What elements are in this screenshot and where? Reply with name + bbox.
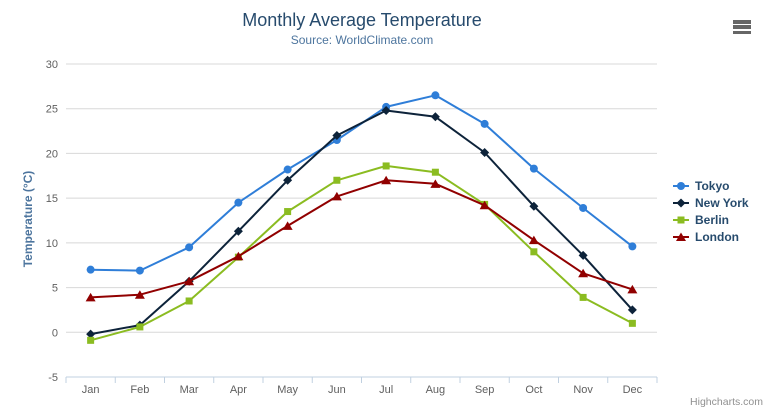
data-point-marker[interactable]: [185, 243, 194, 252]
legend: Tokyo New York Berlin London: [672, 177, 749, 245]
data-point-marker[interactable]: [431, 168, 439, 176]
x-axis-label: Jul: [379, 384, 393, 396]
data-point-marker[interactable]: [136, 323, 144, 331]
series-line: [89, 179, 634, 299]
data-point-marker[interactable]: [282, 221, 293, 230]
data-point-marker[interactable]: [85, 292, 96, 302]
data-point-marker[interactable]: [331, 191, 342, 201]
legend-item-new-york[interactable]: New York: [672, 194, 749, 211]
x-axis-label: May: [277, 384, 298, 396]
data-point-marker[interactable]: [579, 203, 588, 212]
square-legend-marker-icon: [673, 216, 689, 223]
data-point-marker[interactable]: [578, 268, 589, 278]
square-icon[interactable]: [677, 216, 685, 223]
data-point-marker[interactable]: [578, 250, 588, 260]
series-tokyo: [86, 91, 637, 275]
data-point-marker[interactable]: [628, 319, 636, 327]
legend-item-label: London: [695, 229, 739, 244]
data-point-marker[interactable]: [628, 242, 637, 251]
legend-item-label: Berlin: [695, 212, 730, 227]
data-point-marker[interactable]: [529, 164, 538, 173]
y-axis-label: 10: [46, 238, 58, 250]
diamond-icon[interactable]: [676, 198, 686, 207]
x-axis-label: Jan: [82, 384, 100, 396]
x-axis-label: Dec: [623, 384, 643, 396]
data-point-marker[interactable]: [529, 201, 539, 211]
chart-subtitle: Source: WorldClimate.com: [290, 33, 434, 47]
y-axis-label: 0: [52, 327, 58, 339]
chart-title: Monthly Average Temperature: [242, 10, 482, 30]
data-point-marker[interactable]: [430, 179, 441, 188]
data-point-marker[interactable]: [528, 235, 539, 245]
y-axis-label: 5: [52, 283, 58, 295]
x-axis-label: Aug: [426, 384, 446, 396]
x-axis-label: Oct: [525, 384, 542, 396]
y-axis-label: 30: [46, 59, 58, 71]
y-axis-label: 25: [46, 104, 58, 116]
series-new-york: [86, 106, 637, 339]
legend-item-berlin[interactable]: Berlin: [672, 211, 749, 228]
data-point-marker[interactable]: [579, 293, 587, 301]
series-line: [89, 94, 634, 272]
data-point-marker[interactable]: [627, 284, 638, 294]
data-point-marker[interactable]: [480, 148, 490, 158]
y-axis-label: 20: [46, 148, 58, 160]
menu-bar: [733, 20, 751, 24]
menu-bar: [733, 30, 751, 35]
data-point-marker[interactable]: [381, 175, 392, 185]
data-point-marker[interactable]: [430, 112, 440, 122]
data-point-marker[interactable]: [87, 336, 95, 344]
legend-item-label: Tokyo: [695, 178, 730, 193]
data-point-marker[interactable]: [233, 226, 243, 236]
data-point-marker[interactable]: [530, 248, 538, 256]
menu-bar: [733, 25, 751, 29]
circle-icon[interactable]: [677, 181, 685, 190]
x-axis-label: Mar: [180, 384, 199, 396]
data-point-marker[interactable]: [332, 131, 342, 141]
credits-link[interactable]: Highcharts.com: [690, 396, 763, 408]
data-point-marker[interactable]: [627, 305, 637, 315]
hamburger-menu-icon[interactable]: [729, 18, 755, 38]
x-axis-label: Nov: [573, 384, 593, 396]
circle-legend-marker-icon: [673, 181, 689, 190]
data-point-marker[interactable]: [382, 162, 390, 170]
data-point-marker[interactable]: [480, 119, 489, 128]
triangle-icon[interactable]: [676, 232, 686, 241]
x-axis-label: Sep: [475, 384, 495, 396]
x-axis-label: Jun: [328, 384, 346, 396]
y-axis-title: Temperature (°C): [21, 170, 35, 268]
x-axis-label: Feb: [130, 384, 149, 396]
data-point-marker[interactable]: [134, 290, 145, 299]
data-point-marker[interactable]: [283, 175, 293, 185]
y-axis-label: 15: [46, 193, 58, 205]
series-line: [89, 164, 634, 342]
data-point-marker[interactable]: [479, 200, 490, 210]
series-london: [85, 175, 638, 302]
legend-item-label: New York: [695, 195, 749, 210]
legend-item-tokyo[interactable]: Tokyo: [672, 177, 749, 194]
data-point-marker[interactable]: [86, 329, 96, 339]
data-point-marker[interactable]: [234, 198, 243, 207]
y-axis-label: -5: [48, 372, 58, 384]
data-point-marker[interactable]: [135, 266, 144, 275]
data-point-marker[interactable]: [233, 251, 244, 261]
data-point-marker[interactable]: [184, 276, 195, 286]
triangle-legend-marker-icon: [673, 232, 689, 241]
data-point-marker[interactable]: [283, 165, 292, 174]
data-point-marker[interactable]: [185, 297, 193, 305]
x-axis-label: Apr: [230, 384, 247, 396]
data-point-marker[interactable]: [284, 208, 292, 216]
data-point-marker[interactable]: [431, 91, 440, 100]
data-point-marker[interactable]: [333, 176, 341, 184]
diamond-legend-marker-icon: [673, 198, 689, 207]
series-line: [89, 109, 634, 336]
data-point-marker[interactable]: [86, 265, 95, 274]
data-point-marker[interactable]: [381, 106, 391, 116]
legend-item-london[interactable]: London: [672, 228, 749, 245]
